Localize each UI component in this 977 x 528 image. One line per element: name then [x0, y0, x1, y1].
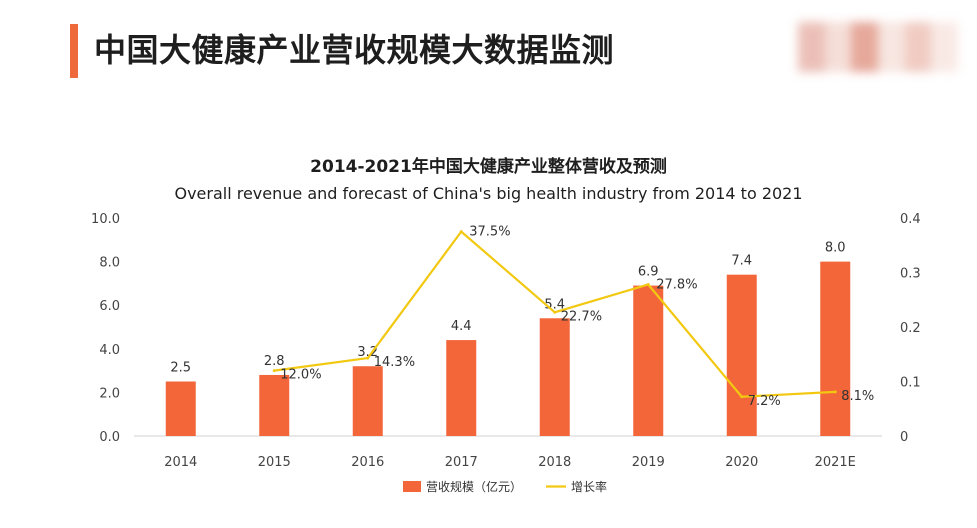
legend-swatch-revenue: [403, 481, 421, 492]
title-accent-bar: [70, 24, 78, 78]
y-right-tick-label: 0.2: [900, 321, 921, 336]
growth-rate-label: 27.8%: [656, 277, 697, 292]
growth-rate-label: 12.0%: [280, 368, 321, 383]
y-right-tick-label: 0.4: [900, 212, 921, 227]
growth-rate-label: 7.2%: [748, 394, 781, 409]
x-tick-label: 2021E: [815, 455, 856, 470]
y-left-tick-label: 8.0: [99, 256, 120, 271]
growth-rate-label: 14.3%: [374, 355, 415, 370]
y-right-tick-label: 0.1: [900, 376, 921, 391]
growth-rate-point: [366, 356, 370, 360]
y-right-tick-label: 0: [900, 430, 908, 445]
legend-label-revenue: 营收规模（亿元）: [426, 479, 522, 494]
growth-rate-point: [740, 395, 744, 399]
y-left-tick-label: 10.0: [91, 212, 120, 227]
y-left-tick-label: 4.0: [99, 343, 120, 358]
growth-rate-point: [459, 230, 463, 234]
growth-rate-label: 37.5%: [469, 225, 510, 240]
x-tick-label: 2019: [632, 455, 665, 470]
bar-value-label: 2.5: [170, 361, 191, 376]
bar-value-label: 8.0: [825, 241, 846, 256]
page-title: 中国大健康产业营收规模大数据监测: [94, 31, 615, 69]
legend-label-growth: 增长率: [571, 479, 607, 494]
x-tick-label: 2016: [351, 455, 384, 470]
bar: [820, 261, 851, 436]
chart-subtitle: Overall revenue and forecast of China's …: [174, 184, 803, 203]
y-left-tick-label: 2.0: [99, 386, 120, 401]
blurred-logo: [798, 22, 959, 72]
bar: [539, 318, 570, 436]
bar: [259, 374, 290, 436]
y-left-tick-label: 0.0: [99, 430, 120, 445]
bar-value-label: 6.9: [638, 265, 659, 280]
chart-title: 2014-2021年中国大健康产业整体营收及预测: [310, 157, 667, 177]
bar: [446, 340, 477, 436]
bar-value-label: 2.8: [264, 354, 285, 369]
x-tick-label: 2020: [725, 455, 758, 470]
x-tick-label: 2014: [164, 455, 197, 470]
bar: [165, 381, 196, 436]
growth-rate-label: 22.7%: [561, 309, 602, 324]
growth-rate-point: [272, 369, 276, 373]
y-left-tick-label: 6.0: [99, 299, 120, 314]
x-tick-label: 2017: [445, 455, 478, 470]
growth-rate-point: [646, 282, 650, 286]
bar-value-label: 3.2: [357, 345, 378, 360]
bar: [633, 285, 664, 436]
bar-value-label: 4.4: [451, 319, 472, 334]
x-tick-label: 2015: [258, 455, 291, 470]
bar-value-label: 7.4: [731, 254, 752, 269]
bar: [726, 274, 757, 436]
x-tick-label: 2018: [538, 455, 571, 470]
growth-rate-point: [833, 390, 837, 394]
growth-rate-point: [553, 310, 557, 314]
growth-rate-label: 8.1%: [841, 389, 874, 404]
y-right-tick-label: 0.3: [900, 267, 921, 282]
bar: [352, 366, 383, 436]
